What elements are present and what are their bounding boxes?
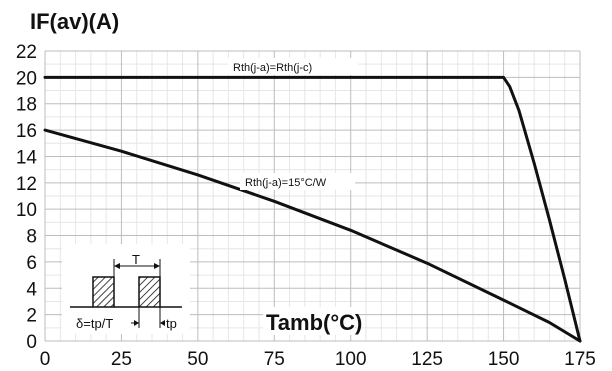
pulse-arrow-head-right: [160, 320, 165, 326]
duty-cycle-inset: T tp δ=tp/T: [62, 244, 190, 334]
series-line-2: [43, 128, 582, 343]
y-tick-label: 2: [26, 306, 37, 327]
annotation-2-text: Rth(j-a)=15°C/W: [245, 177, 327, 189]
x-tick-label: 175: [564, 349, 596, 370]
annotation-1: Rth(j-a)=Rth(j-c): [228, 58, 358, 75]
grid: [44, 50, 581, 342]
x-tick-label: 25: [111, 349, 132, 370]
series-layer: [43, 75, 582, 343]
period-arrow-head-left: [114, 263, 120, 269]
x-axis-title: Tamb(°C): [266, 310, 362, 335]
y-tick-label: 0: [26, 332, 37, 353]
annotation-2-bg: [240, 173, 355, 190]
pulse-1: [92, 276, 115, 308]
pulse-arrow-head-left: [134, 320, 139, 326]
y-tick-label: 10: [16, 200, 37, 221]
x-tick-label: 100: [335, 349, 367, 370]
x-axis-title-bg: [263, 307, 355, 335]
annotation-1-text: Rth(j-a)=Rth(j-c): [233, 62, 312, 74]
y-tick-label: 16: [16, 121, 37, 142]
period-arrow-head-right: [154, 263, 160, 269]
annotation-2: Rth(j-a)=15°C/W: [240, 173, 355, 190]
y-tick-label: 18: [16, 95, 37, 116]
inset-background: [62, 244, 190, 334]
series-line-1: [43, 75, 582, 343]
y-tick-label: 6: [26, 253, 37, 274]
y-tick-label: 14: [16, 147, 38, 168]
y-tick-label: 12: [16, 174, 37, 195]
y-axis-title: IF(av)(A): [30, 9, 119, 34]
y-tick-label: 22: [16, 42, 37, 63]
x-tick-label: 150: [488, 349, 520, 370]
tick-labels: 0 2 4 6 8 10 12 14 16 18 20 22 0 25 50 75 100 125 150 175: [16, 42, 596, 370]
y-tick-label: 8: [26, 227, 37, 248]
x-tick-label: 0: [40, 349, 51, 370]
pulse-label: tp: [166, 316, 177, 331]
period-label: T: [132, 252, 140, 267]
x-tick-label: 125: [411, 349, 443, 370]
x-tick-label: 75: [264, 349, 285, 370]
x-tick-label: 50: [187, 349, 208, 370]
y-tick-label: 4: [26, 279, 37, 300]
duty-cycle-label: δ=tp/T: [76, 316, 113, 331]
pulse-2: [138, 276, 161, 308]
annotation-1-bg: [228, 58, 358, 75]
y-tick-label: 20: [16, 68, 37, 89]
